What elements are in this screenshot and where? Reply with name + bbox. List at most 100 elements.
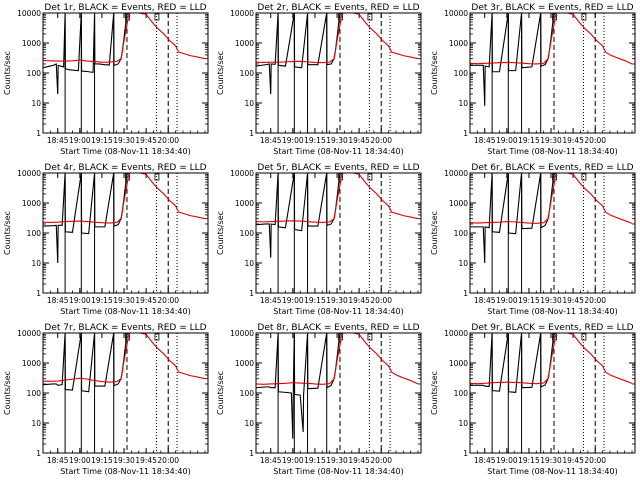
y-tick-label: 1 xyxy=(36,129,41,138)
y-tick-label: 10000 xyxy=(17,9,41,18)
x-tick-label: 19:30 xyxy=(326,456,348,465)
x-axis-label: Start Time (08-Nov-11 18:34:40) xyxy=(60,467,190,476)
x-axis-label: Start Time (08-Nov-11 18:34:40) xyxy=(487,147,617,156)
y-tick-label: 10000 xyxy=(444,329,468,338)
series-events-line xyxy=(43,173,129,264)
x-tick-label: 19:30 xyxy=(540,456,562,465)
panel-title: Det 5r, BLACK = Events, RED = LLD xyxy=(257,163,419,173)
y-tick-label: 1000 xyxy=(449,39,468,48)
series-events-line xyxy=(256,13,342,94)
y-tick-label: 10 xyxy=(458,99,468,108)
x-tick-label: 19:30 xyxy=(113,296,135,305)
detector-panel-1: Det 1r, BLACK = Events, RED = LLD Counts/… xyxy=(3,3,209,156)
detector-panel-9: Det 9r, BLACK = Events, RED = LLD Counts/… xyxy=(430,323,636,476)
series-events-line xyxy=(43,333,129,393)
detector-panel-6: Det 6r, BLACK = Events, RED = LLD Counts/… xyxy=(430,163,636,316)
series-events-line xyxy=(256,173,342,258)
x-tick-label: 18:45 xyxy=(47,136,69,145)
y-tick-label: 10 xyxy=(244,259,254,268)
interval-marker xyxy=(367,333,373,341)
series-events-line xyxy=(470,173,556,264)
series-lld-line xyxy=(43,13,206,63)
x-tick-label: 19:00 xyxy=(69,136,91,145)
x-tick-label: 19:00 xyxy=(282,296,304,305)
x-tick-label: 18:45 xyxy=(260,296,282,305)
interval-marker xyxy=(581,173,587,181)
plot-frame xyxy=(42,332,209,454)
y-tick-label: 1 xyxy=(463,289,468,298)
x-tick-label: 19:00 xyxy=(282,456,304,465)
y-tick-label: 1 xyxy=(463,449,468,458)
y-tick-label: 1 xyxy=(249,449,254,458)
x-tick-label: 18:45 xyxy=(47,296,69,305)
panel-title: Det 2r, BLACK = Events, RED = LLD xyxy=(257,3,419,13)
x-tick-label: 19:30 xyxy=(540,296,562,305)
interval-marker xyxy=(154,333,160,341)
x-axis-label: Start Time (08-Nov-11 18:34:40) xyxy=(273,147,403,156)
interval-marker xyxy=(154,173,160,181)
x-tick-label: 18:45 xyxy=(474,136,496,145)
x-tick-label: 19:45 xyxy=(562,296,584,305)
y-tick-label: 100 xyxy=(454,69,469,78)
y-tick-label: 100 xyxy=(240,229,255,238)
y-tick-label: 100 xyxy=(27,389,42,398)
y-axis-label: Counts/sec xyxy=(3,51,12,95)
y-tick-label: 1000 xyxy=(235,359,254,368)
y-axis-label: Counts/sec xyxy=(216,371,225,415)
interval-marker xyxy=(581,333,587,341)
plot-frame xyxy=(42,12,209,134)
x-tick-label: 20:00 xyxy=(584,136,606,145)
x-tick-label: 19:15 xyxy=(304,296,326,305)
y-tick-label: 10000 xyxy=(17,329,41,338)
x-tick-label: 19:30 xyxy=(540,136,562,145)
y-tick-label: 10 xyxy=(458,419,468,428)
x-tick-label: 20:00 xyxy=(584,456,606,465)
y-tick-label: 100 xyxy=(27,69,42,78)
x-tick-label: 19:15 xyxy=(304,456,326,465)
y-tick-label: 10000 xyxy=(17,169,41,178)
y-tick-label: 1 xyxy=(463,129,468,138)
y-axis-label: Counts/sec xyxy=(430,371,439,415)
series-events-line xyxy=(43,13,129,94)
panel-title: Det 8r, BLACK = Events, RED = LLD xyxy=(257,323,419,333)
x-tick-label: 19:30 xyxy=(326,136,348,145)
panel-title: Det 6r, BLACK = Events, RED = LLD xyxy=(471,163,633,173)
series-lld-line xyxy=(470,173,633,224)
y-axis-label: Counts/sec xyxy=(216,51,225,95)
x-tick-label: 18:45 xyxy=(260,456,282,465)
series-lld-line xyxy=(43,173,206,224)
panel-title: Det 7r, BLACK = Events, RED = LLD xyxy=(44,323,206,333)
y-tick-label: 10 xyxy=(244,419,254,428)
interval-marker xyxy=(154,13,160,21)
x-tick-label: 19:45 xyxy=(348,136,370,145)
interval-marker xyxy=(581,13,587,21)
y-tick-label: 1000 xyxy=(235,199,254,208)
y-axis-label: Counts/sec xyxy=(3,371,12,415)
plot-frame xyxy=(255,172,422,294)
x-tick-label: 20:00 xyxy=(370,296,392,305)
y-tick-label: 1 xyxy=(36,449,41,458)
panel-title: Det 3r, BLACK = Events, RED = LLD xyxy=(471,3,633,13)
y-tick-label: 10 xyxy=(31,99,41,108)
y-axis-label: Counts/sec xyxy=(3,211,12,255)
panel-title: Det 9r, BLACK = Events, RED = LLD xyxy=(471,323,633,333)
x-axis-label: Start Time (08-Nov-11 18:34:40) xyxy=(60,147,190,156)
y-tick-label: 1000 xyxy=(449,199,468,208)
y-tick-label: 10 xyxy=(31,419,41,428)
y-axis-label: Counts/sec xyxy=(430,51,439,95)
y-tick-label: 1 xyxy=(36,289,41,298)
y-axis-label: Counts/sec xyxy=(216,211,225,255)
plot-frame xyxy=(255,12,422,134)
y-tick-label: 10 xyxy=(31,259,41,268)
x-tick-label: 19:45 xyxy=(562,136,584,145)
y-tick-label: 10000 xyxy=(444,169,468,178)
x-tick-label: 19:00 xyxy=(496,136,518,145)
detector-panel-3: Det 3r, BLACK = Events, RED = LLD Counts/… xyxy=(430,3,636,156)
y-tick-label: 1000 xyxy=(449,359,468,368)
series-events-line xyxy=(470,13,556,106)
plot-frame xyxy=(42,172,209,294)
x-tick-label: 18:45 xyxy=(474,296,496,305)
y-tick-label: 10000 xyxy=(444,9,468,18)
y-tick-label: 100 xyxy=(27,229,42,238)
series-lld-line xyxy=(256,333,419,385)
